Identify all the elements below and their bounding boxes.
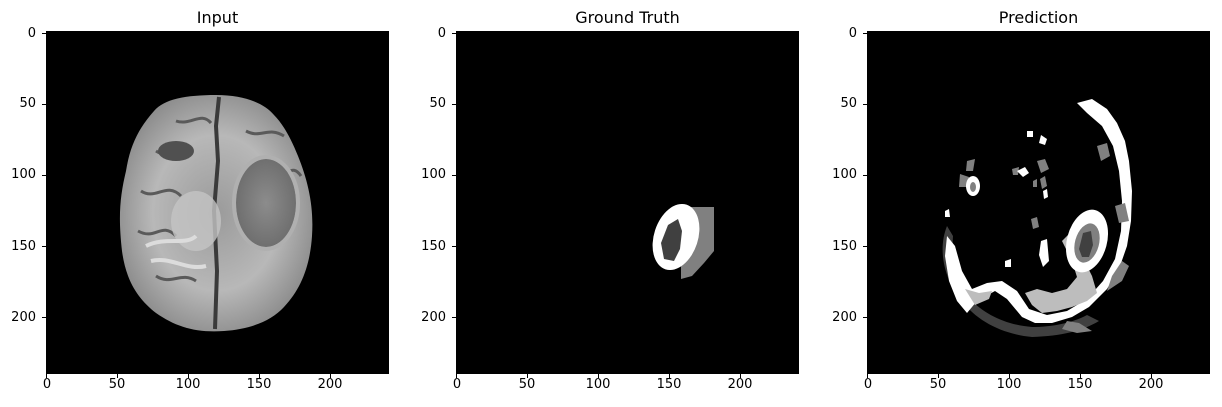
xtick-mark (740, 374, 741, 378)
ytick-mark (452, 33, 456, 34)
ytick-mark (863, 317, 867, 318)
xtick-mark (1151, 374, 1152, 378)
ytick-mark (863, 104, 867, 105)
xtick-mark (598, 374, 599, 378)
xtick-label: 150 (246, 377, 272, 392)
ytick-label: 200 (832, 310, 857, 325)
input-mri-image (46, 31, 389, 374)
xtick-label: 150 (656, 377, 682, 392)
xtick-label: 50 (518, 377, 536, 392)
ytick-mark (452, 104, 456, 105)
ytick-mark (863, 175, 867, 176)
xtick-label: 100 (175, 377, 201, 392)
ytick-label: 100 (11, 167, 36, 182)
xtick-mark (527, 374, 528, 378)
xtick-label: 150 (1067, 377, 1093, 392)
xtick-mark (46, 374, 47, 378)
xtick-mark (1009, 374, 1010, 378)
ytick-label: 100 (421, 167, 446, 182)
xtick-label: 0 (452, 377, 462, 392)
panel-title-input: Input (196, 8, 239, 27)
ytick-label: 150 (832, 239, 857, 254)
ytick-label: 0 (27, 26, 36, 41)
ground-truth-mask (456, 31, 799, 374)
xtick-mark (330, 374, 331, 378)
xtick-label: 50 (108, 377, 126, 392)
ytick-mark (42, 33, 46, 34)
ytick-label: 50 (840, 96, 857, 111)
xtick-label: 100 (585, 377, 611, 392)
ytick-mark (42, 317, 46, 318)
panel-title-prediction: Prediction (998, 8, 1079, 27)
prediction-mask (867, 31, 1210, 374)
ytick-mark (863, 246, 867, 247)
ytick-mark (452, 175, 456, 176)
ytick-label: 0 (437, 26, 446, 41)
xtick-mark (669, 374, 670, 378)
ytick-mark (42, 246, 46, 247)
ytick-label: 100 (832, 167, 857, 182)
ytick-label: 150 (11, 239, 36, 254)
xtick-mark (938, 374, 939, 378)
xtick-label: 200 (1138, 377, 1164, 392)
ytick-label: 50 (429, 96, 446, 111)
xtick-mark (259, 374, 260, 378)
ytick-mark (863, 33, 867, 34)
ytick-label: 200 (11, 310, 36, 325)
xtick-label: 0 (42, 377, 52, 392)
xtick-mark (456, 374, 457, 378)
xtick-label: 0 (863, 377, 873, 392)
xtick-mark (1080, 374, 1081, 378)
panel-title-ground-truth: Ground Truth (575, 8, 680, 27)
ytick-mark (42, 175, 46, 176)
panel-prediction: Prediction 0 50 100 150 200 (821, 0, 1221, 407)
xtick-mark (867, 374, 868, 378)
ytick-mark (452, 317, 456, 318)
xtick-label: 200 (317, 377, 343, 392)
xtick-mark (188, 374, 189, 378)
ytick-label: 150 (421, 239, 446, 254)
ytick-label: 0 (848, 26, 857, 41)
ytick-mark (42, 104, 46, 105)
xtick-label: 50 (929, 377, 947, 392)
ytick-label: 50 (19, 96, 36, 111)
xtick-mark (117, 374, 118, 378)
panel-ground-truth: Ground Truth 0 50 100 150 200 0 50 100 1… (410, 0, 810, 407)
ytick-mark (452, 246, 456, 247)
xtick-label: 100 (996, 377, 1022, 392)
xtick-label: 200 (727, 377, 753, 392)
ytick-label: 200 (421, 310, 446, 325)
panel-input: Input 0 50 100 150 200 (0, 0, 400, 407)
